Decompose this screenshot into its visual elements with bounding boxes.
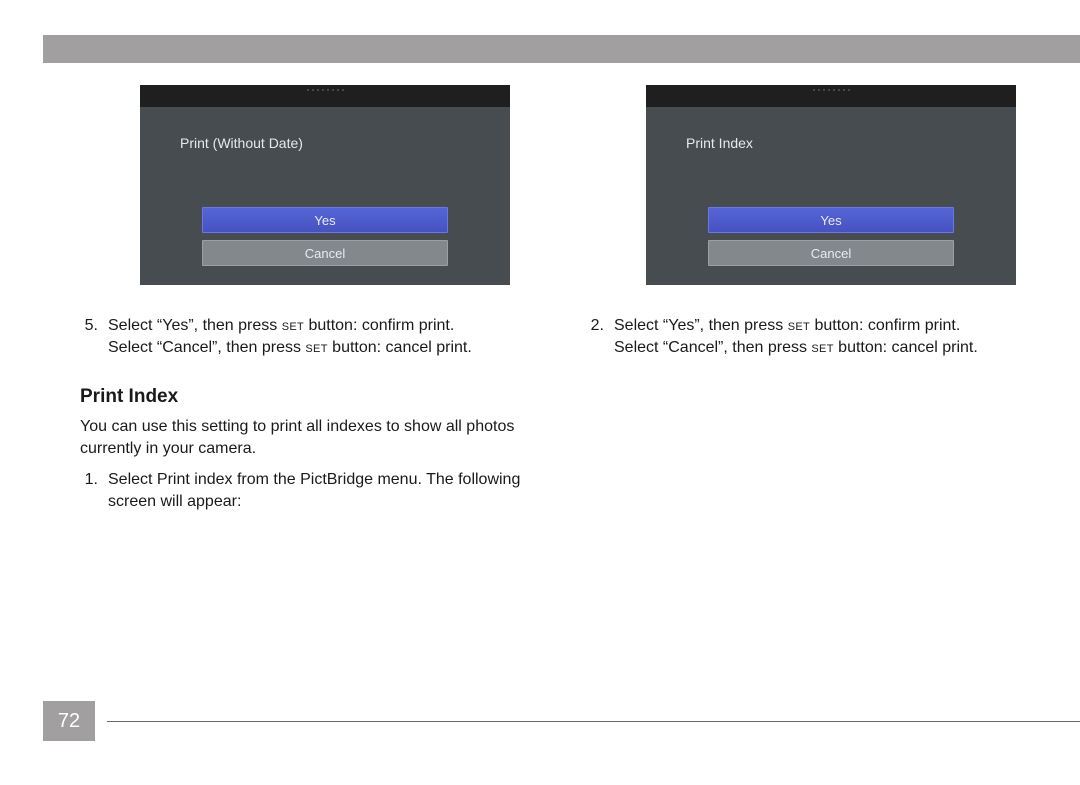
page-number: 72 [43, 701, 95, 741]
step-number: 5. [80, 315, 108, 358]
set-button-label: set [788, 317, 810, 334]
section-intro: You can use this setting to print all in… [80, 416, 530, 459]
camera-yes-button: Yes [708, 207, 954, 233]
camera-dialog-title: Print (Without Date) [180, 135, 303, 151]
right-column: Print Index Yes Cancel 2. Select “Yes”, … [586, 85, 1036, 362]
step-number: 2. [586, 315, 614, 358]
step-2: 2. Select “Yes”, then press set button: … [586, 315, 1036, 358]
set-button-label: set [305, 339, 327, 356]
section-heading-print-index: Print Index [80, 386, 530, 408]
camera-dialog-title: Print Index [686, 135, 753, 151]
set-button-label: set [811, 339, 833, 356]
step-text: Select Print index from the PictBridge m… [108, 469, 530, 512]
step-text: Select “Yes”, then press set button: con… [108, 315, 530, 358]
step-list-print-index: 1. Select Print index from the PictBridg… [80, 469, 530, 512]
camera-topbar [646, 85, 1016, 107]
left-column: Print (Without Date) Yes Cancel 5. Selec… [80, 85, 530, 517]
camera-screen-print-index: Print Index Yes Cancel [646, 85, 1016, 285]
step-1: 1. Select Print index from the PictBridg… [80, 469, 530, 512]
camera-screen-print-without-date: Print (Without Date) Yes Cancel [140, 85, 510, 285]
step-text: Select “Yes”, then press set button: con… [614, 315, 1036, 358]
step-list-right: 2. Select “Yes”, then press set button: … [586, 315, 1036, 358]
camera-topbar [140, 85, 510, 107]
step-5: 5. Select “Yes”, then press set button: … [80, 315, 530, 358]
step-number: 1. [80, 469, 108, 512]
header-band [43, 35, 1080, 63]
set-button-label: set [282, 317, 304, 334]
camera-yes-button: Yes [202, 207, 448, 233]
footer-rule [107, 721, 1080, 722]
camera-cancel-button: Cancel [708, 240, 954, 266]
camera-cancel-button: Cancel [202, 240, 448, 266]
step-list-left: 5. Select “Yes”, then press set button: … [80, 315, 530, 358]
page-footer: 72 [43, 701, 1080, 741]
